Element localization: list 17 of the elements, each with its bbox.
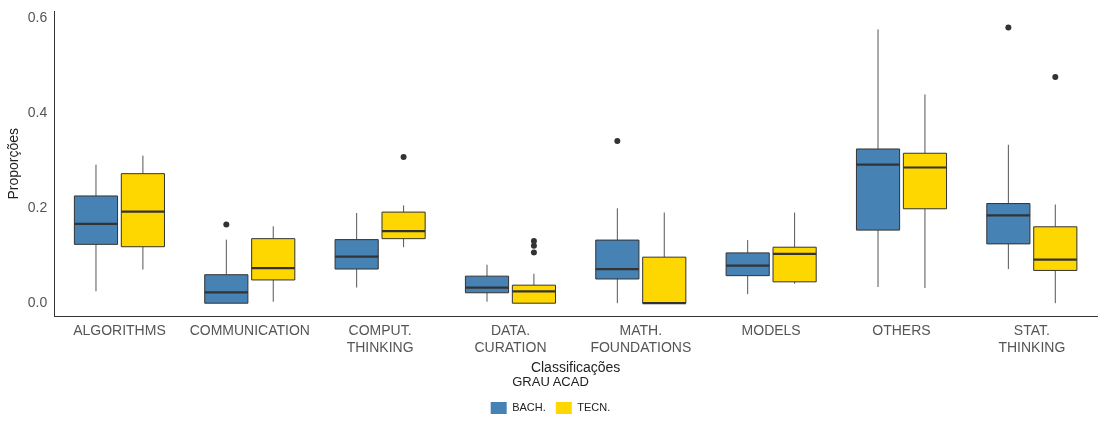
x-tick-label: COMMUNICATION bbox=[189, 322, 310, 339]
y-tick-label: 0.4 bbox=[27, 104, 48, 121]
y-tick-label: 0.6 bbox=[27, 9, 48, 26]
legend-label: BACH. bbox=[512, 401, 546, 414]
x-axis-title: Classificações bbox=[530, 358, 621, 375]
x-tick-label: MODELS bbox=[741, 322, 801, 339]
y-tick-label: 0.0 bbox=[27, 294, 48, 311]
legend-label: TECN. bbox=[577, 401, 611, 414]
x-tick-label: DATA. CURATION bbox=[474, 322, 547, 356]
x-tick-label: MATH. FOUNDATIONS bbox=[590, 322, 692, 356]
y-axis-title: Proporções bbox=[5, 127, 22, 200]
x-tick-label: COMPUT. THINKING bbox=[346, 322, 414, 356]
y-tick-label: 0.2 bbox=[27, 199, 48, 216]
legend-title: GRAU ACAD bbox=[512, 374, 589, 390]
x-tick-label: OTHERS bbox=[872, 322, 931, 339]
x-tick-label: ALGORITHMS bbox=[73, 322, 166, 339]
x-tick-label: STAT. THINKING bbox=[998, 322, 1066, 356]
